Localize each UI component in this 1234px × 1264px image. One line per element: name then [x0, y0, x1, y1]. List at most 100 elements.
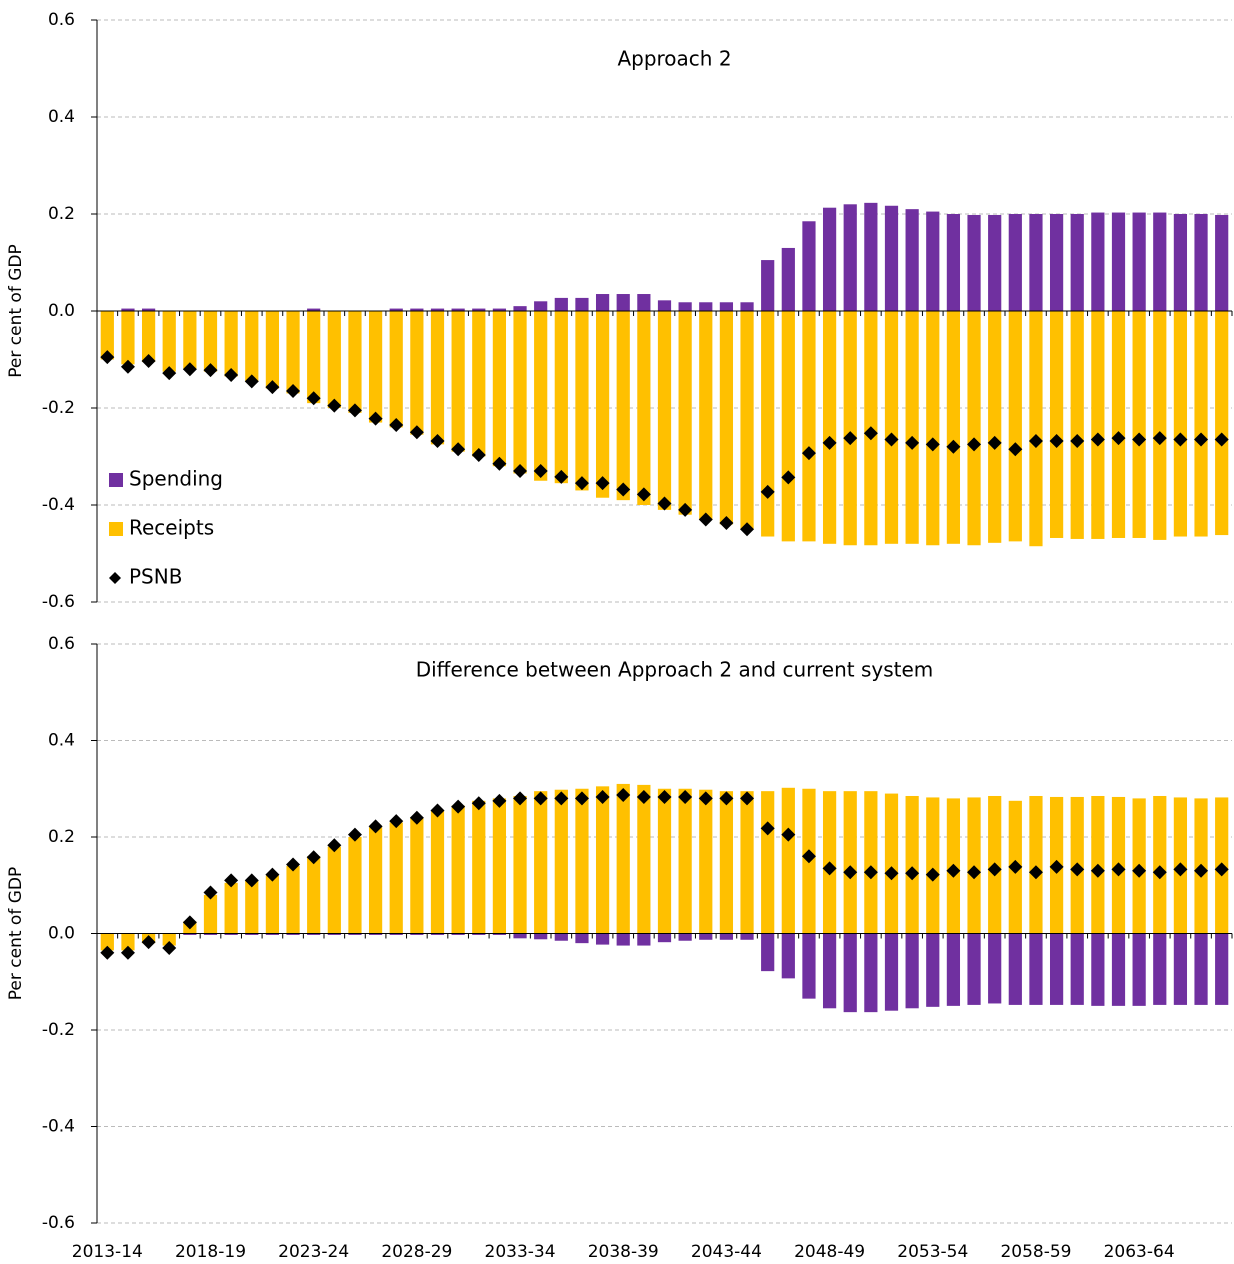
bar: [100, 311, 114, 360]
bar: [203, 894, 218, 934]
bar: [224, 933, 238, 935]
bar: [307, 311, 321, 404]
psnb-point: [616, 788, 631, 803]
bar: [740, 302, 754, 311]
x-tick-label: 2013-14: [72, 1242, 143, 1262]
psnb-point: [1111, 431, 1126, 446]
psnb-point: [120, 945, 135, 960]
x-tick-label: 2063-64: [1104, 1242, 1175, 1262]
bar: [1049, 933, 1064, 1005]
bar: [162, 933, 176, 946]
bar: [492, 311, 507, 467]
bar: [286, 865, 300, 934]
bar: [761, 791, 775, 934]
psnb-point: [678, 502, 693, 517]
bar: [348, 933, 362, 935]
bar: [967, 933, 981, 1005]
psnb-point: [740, 522, 755, 537]
bar: [678, 302, 692, 311]
bar: [245, 311, 259, 382]
bar: [141, 308, 156, 311]
bar: [492, 308, 507, 311]
bar: [967, 214, 981, 311]
x-tick-label: 2038-39: [588, 1242, 659, 1262]
psnb-point: [224, 873, 239, 888]
bar: [472, 311, 486, 457]
psnb-point: [1049, 859, 1064, 874]
bar: [781, 933, 795, 979]
bar: [678, 788, 692, 934]
bar: [1091, 212, 1105, 311]
bar: [719, 791, 734, 934]
psnb-point: [657, 496, 672, 511]
bar: [657, 300, 672, 311]
bar: [348, 311, 362, 413]
bar: [719, 311, 734, 525]
bar: [307, 933, 321, 935]
bar: [864, 933, 878, 1013]
psnb-point: [203, 885, 218, 900]
psnb-point: [120, 359, 135, 374]
psnb-point: [141, 353, 156, 368]
psnb-point: [967, 437, 982, 452]
bar: [616, 783, 630, 934]
psnb-point: [1028, 433, 1043, 448]
psnb-point: [1132, 432, 1147, 447]
y-axis-label: Per cent of GDP: [6, 244, 26, 377]
psnb-point: [100, 945, 115, 960]
y-tick-label: 0.4: [48, 107, 75, 127]
y-tick-label: 0.0: [48, 301, 75, 321]
bar: [554, 789, 568, 934]
bar: [843, 204, 857, 311]
psnb-point: [822, 861, 837, 876]
bar: [616, 311, 630, 501]
bar: [224, 311, 238, 377]
bar: [410, 817, 424, 934]
psnb-point: [678, 789, 693, 804]
bar: [1029, 933, 1043, 1005]
psnb-point: [1008, 442, 1023, 457]
psnb-point: [182, 362, 197, 377]
psnb-point: [801, 446, 816, 461]
bar: [988, 933, 1002, 1004]
bar: [368, 933, 383, 935]
psnb-point: [1194, 863, 1209, 878]
bar: [1215, 214, 1229, 311]
psnb-point: [1049, 433, 1064, 448]
bar: [513, 311, 527, 474]
y-tick-label: 0.2: [48, 204, 75, 224]
psnb-point: [616, 482, 631, 497]
bar: [781, 247, 795, 311]
bar: [1153, 933, 1167, 1005]
psnb-point: [946, 863, 961, 878]
bar: [926, 311, 940, 546]
bar: [410, 311, 424, 435]
psnb-point: [698, 791, 713, 806]
psnb-point: [471, 796, 486, 811]
bar: [534, 791, 548, 934]
psnb-point: [306, 391, 321, 406]
bar: [822, 207, 837, 311]
bar: [822, 311, 837, 544]
bar: [430, 810, 445, 934]
bar: [492, 798, 507, 934]
bar: [1194, 933, 1208, 1005]
bar: [1173, 214, 1188, 311]
bar: [492, 933, 507, 935]
x-tick-label: 2048-49: [794, 1242, 865, 1262]
bar: [699, 311, 713, 520]
bar: [554, 311, 568, 484]
chart-title: Approach 2: [617, 47, 731, 71]
bar: [224, 882, 238, 934]
x-tick-label: 2053-54: [897, 1242, 968, 1262]
bar: [265, 875, 280, 934]
bar: [1008, 214, 1022, 311]
legend-label: Spending: [129, 467, 223, 491]
psnb-point: [1173, 432, 1188, 447]
bar: [637, 784, 651, 934]
psnb-point: [554, 469, 569, 484]
bar: [657, 933, 672, 943]
psnb-point: [306, 850, 321, 865]
psnb-point: [760, 484, 775, 499]
